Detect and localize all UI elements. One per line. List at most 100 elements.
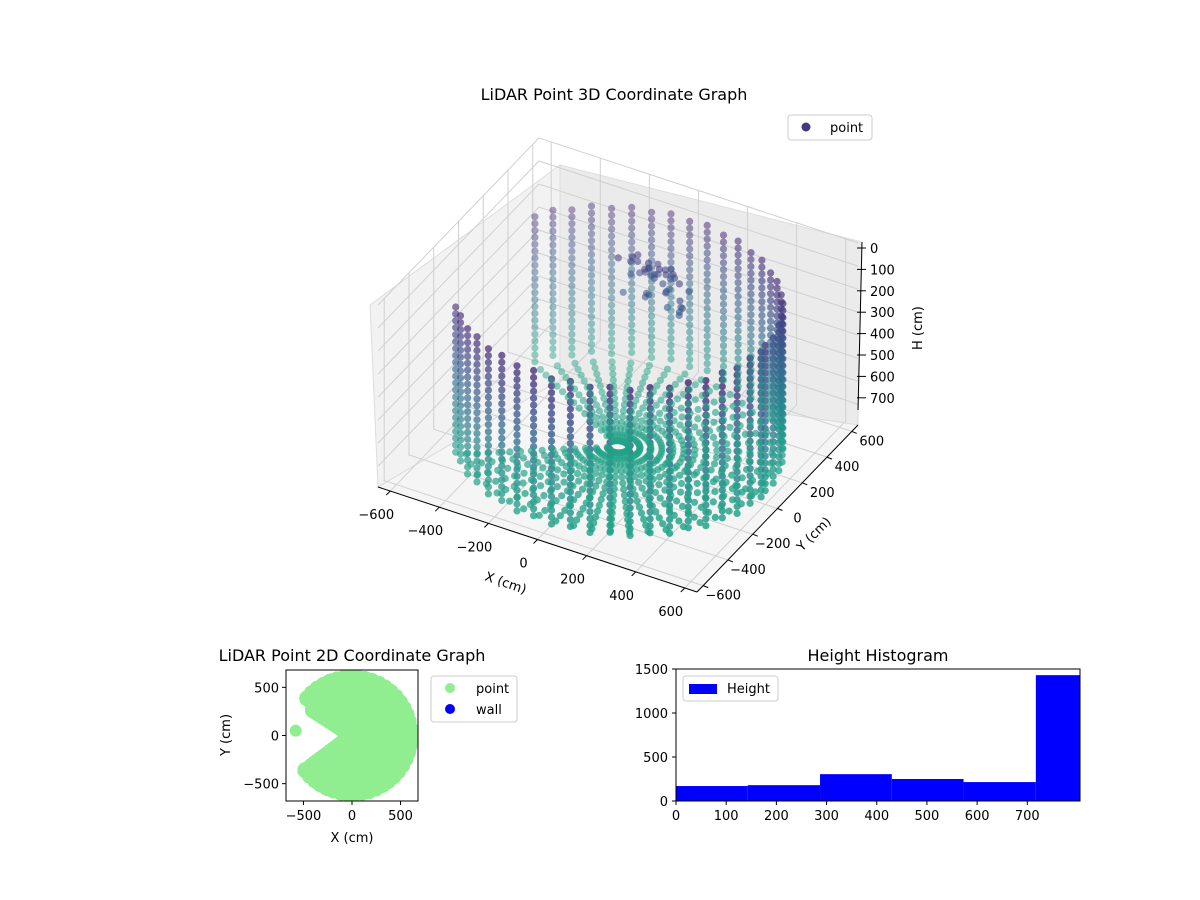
data-point [667,238,675,246]
data-point [747,297,755,305]
data-point [700,421,708,429]
data-point [492,477,500,485]
data-point [452,351,460,359]
data-point [656,417,664,425]
data-point [747,332,755,340]
data-point [623,509,631,518]
data-point [568,247,576,255]
y-tick-label: −500 [243,778,279,793]
y-tick [703,585,709,589]
data-point [726,423,734,431]
data-point [686,293,694,301]
data-point [473,478,481,486]
data-point [603,406,612,414]
data-point [611,400,619,408]
data-point [589,488,597,496]
data-point [585,493,594,501]
data-point [464,415,472,423]
data-point [758,318,766,326]
data-point [519,479,527,487]
data-point [673,395,682,403]
data-point [565,501,573,509]
data-point [690,513,698,521]
data-point [719,416,728,424]
data-point [464,408,472,416]
data-point [484,393,492,401]
data-point [549,268,557,277]
data-point [712,453,721,461]
data-point [586,467,594,475]
data-point [608,280,616,288]
data-point [609,376,617,384]
data-point [773,402,781,410]
data-point [734,368,742,377]
data-point [611,473,619,481]
data-point [452,358,460,366]
data-point [778,458,786,466]
data-point [552,474,560,482]
data-point [531,289,539,297]
data-point [473,416,481,424]
data-point [568,303,576,311]
data-point [628,328,636,336]
y-tick [826,456,833,460]
data-point [568,206,576,214]
data-point [587,264,596,272]
data-point [686,245,694,253]
data-point [484,414,492,422]
y-tick-label: 500 [254,681,279,696]
data-point [531,351,539,359]
data-point [686,252,694,260]
data-point [452,331,460,339]
data-point [595,376,603,384]
data-point [452,420,460,429]
data-point [709,498,717,506]
data-point [619,288,627,296]
data-point [773,284,781,292]
data-point [627,359,635,367]
data-point [619,407,628,415]
data-point [667,327,675,335]
data-point [660,371,668,379]
y-tick [851,430,857,434]
data-point [767,400,775,408]
data-point [719,293,728,301]
data-point [767,379,775,388]
data-point [773,423,781,431]
data-point [758,401,766,409]
data-point [531,330,539,338]
data-point [595,407,604,415]
data-point [608,267,616,275]
data-point [590,519,598,527]
data-point [758,256,766,264]
data-point [625,414,633,422]
data-point [547,430,556,438]
data-point [608,343,616,351]
data-point [651,488,660,497]
data-point [568,337,576,345]
data-point [547,382,556,390]
x-tick-label: 500 [388,809,413,824]
data-point [545,469,553,477]
data-point [747,304,755,312]
x-tick-label: 200 [764,809,789,824]
data-point [587,244,596,252]
data-point [575,477,583,485]
data-point [473,402,481,410]
data-point [552,497,560,505]
data-point [588,408,596,416]
data-point [547,396,556,404]
data-point [579,396,587,405]
histogram-title: Height Histogram [808,646,949,665]
data-point [534,458,542,467]
data-point [587,237,596,245]
data-point [703,360,711,368]
data-point [747,311,755,319]
data-point [686,328,694,336]
data-point [513,389,521,397]
data-point [531,282,539,290]
data-point [473,409,481,417]
data-point [628,286,636,294]
data-point [676,421,684,429]
